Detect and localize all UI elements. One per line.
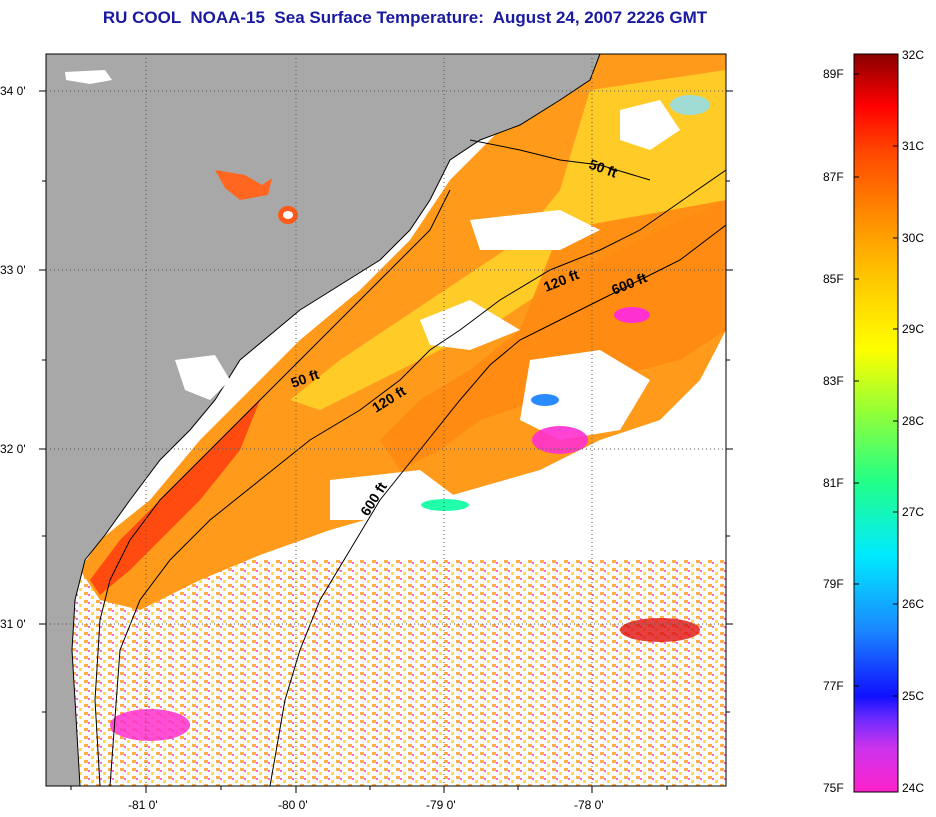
inland-sst-patches (215, 170, 298, 224)
lon-label-80: -80 0' (278, 798, 308, 812)
isobath-120ft (109, 169, 726, 786)
cb-c-27: 27C (902, 505, 924, 519)
cb-c-24: 24C (902, 781, 924, 795)
lat-label-34: 34 0' (0, 84, 26, 98)
lon-label-79: -79 0' (426, 798, 456, 812)
map-title: RU COOL NOAA-15 Sea Surface Temperature:… (0, 8, 810, 28)
title-satellite: NOAA-15 (190, 8, 265, 27)
lat-label-32: 32 0' (0, 442, 26, 456)
cb-f-77: 77F (823, 679, 844, 693)
map-frame (45, 53, 727, 787)
isobath-50ft (94, 139, 651, 786)
cb-f-87: 87F (823, 170, 844, 184)
cb-c-30: 30C (902, 231, 924, 245)
cb-f-79: 79F (823, 577, 844, 591)
inland-water (65, 70, 230, 400)
colorbar-celsius-labels: 32C 31C 30C 29C 28C 27C 26C 25C 24C (902, 48, 924, 795)
axis-ticks (39, 90, 733, 793)
cb-c-25: 25C (902, 689, 924, 703)
sst-gulfstream-band (380, 200, 726, 470)
cb-c-29: 29C (902, 322, 924, 336)
cb-c-32: 32C (902, 48, 924, 62)
lon-label-81: -81 0' (128, 798, 158, 812)
isobath-600ft (269, 224, 726, 786)
colorbar (853, 53, 899, 793)
title-product: Sea Surface Temperature: (274, 8, 484, 27)
cb-c-31: 31C (902, 139, 924, 153)
coastline (71, 54, 601, 786)
title-datetime: August 24, 2007 2226 GMT (492, 8, 708, 27)
cb-c-28: 28C (902, 414, 924, 428)
lat-label-33: 33 0' (0, 263, 26, 277)
cb-f-85: 85F (823, 272, 844, 286)
isobaths (94, 139, 726, 786)
cb-f-83: 83F (823, 374, 844, 388)
colorbar-fahrenheit-labels: 89F 87F 85F 83F 81F 79F 77F 75F (823, 67, 844, 795)
cloud-gaps (330, 100, 680, 520)
cb-f-75: 75F (823, 781, 844, 795)
lon-label-78: -78 0' (574, 798, 604, 812)
lat-label-31: 31 0' (0, 617, 26, 631)
title-source: RU COOL (102, 8, 181, 27)
sst-coastal-hot (90, 400, 260, 595)
colorbar-ticks (854, 73, 898, 697)
cool-patches (110, 95, 710, 741)
sst-yellow-offshore (290, 70, 726, 410)
cb-c-26: 26C (902, 597, 924, 611)
land-mass (46, 54, 600, 786)
cb-f-89: 89F (823, 67, 844, 81)
map-plot-area (46, 54, 726, 786)
cb-f-81: 81F (823, 476, 844, 490)
graticule (46, 54, 726, 786)
